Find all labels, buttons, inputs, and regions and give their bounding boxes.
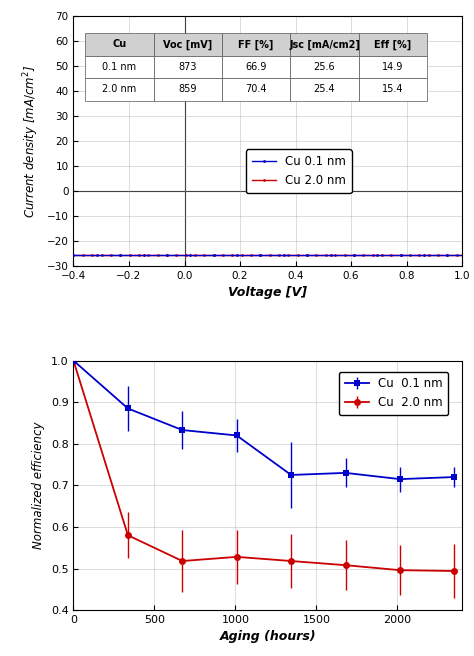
Cu 0.1 nm <box>459 251 465 259</box>
Cu 0.1 nm <box>389 251 395 259</box>
Cu 2.0 nm <box>459 251 465 258</box>
X-axis label: Voltage [V]: Voltage [V] <box>228 286 307 299</box>
Cu 2.0 nm <box>389 251 395 258</box>
Line: Cu 0.1 nm: Cu 0.1 nm <box>72 254 464 256</box>
Cu 0.1 nm <box>281 251 287 259</box>
Cu 0.1 nm <box>71 251 76 259</box>
Cu 2.0 nm <box>71 251 76 258</box>
Cu 0.1 nm <box>255 251 261 259</box>
X-axis label: Aging (hours): Aging (hours) <box>219 630 316 644</box>
Cu 0.1 nm <box>257 251 263 259</box>
Line: Cu 2.0 nm: Cu 2.0 nm <box>72 253 464 256</box>
Legend: Cu  0.1 nm, Cu  2.0 nm: Cu 0.1 nm, Cu 2.0 nm <box>339 371 448 415</box>
Cu 2.0 nm <box>257 251 263 258</box>
Legend: Cu 0.1 nm, Cu 2.0 nm: Cu 0.1 nm, Cu 2.0 nm <box>246 149 352 193</box>
Cu 2.0 nm <box>450 251 456 258</box>
Cu 2.0 nm <box>302 251 308 258</box>
Cu 2.0 nm <box>255 251 261 258</box>
Cu 0.1 nm <box>302 251 308 259</box>
Y-axis label: Current density [$mA/cm^2$]: Current density [$mA/cm^2$] <box>22 64 41 218</box>
Cu 2.0 nm <box>281 251 287 258</box>
Cu 0.1 nm <box>450 251 456 259</box>
Y-axis label: Normalized efficiency: Normalized efficiency <box>32 422 46 549</box>
